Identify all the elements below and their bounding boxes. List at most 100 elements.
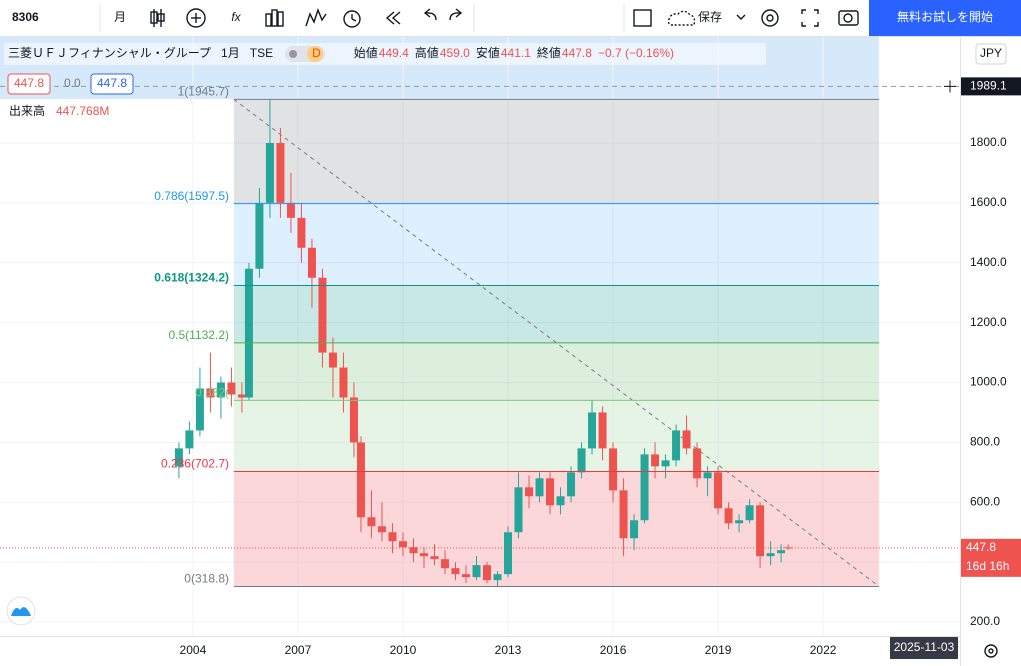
x-tick-label: 2019	[705, 643, 732, 657]
save-menu[interactable]	[736, 14, 746, 20]
countdown: 16d 16h	[966, 559, 1009, 573]
ask-box[interactable]	[90, 73, 134, 95]
save-button[interactable]: 保存	[698, 10, 722, 24]
date-tag	[890, 637, 958, 659]
x-tick-label: 2022	[810, 643, 837, 657]
indicators-button[interactable]	[186, 8, 206, 28]
legend-interval: 1月	[221, 46, 240, 60]
bid-box[interactable]	[7, 73, 51, 95]
volume-label: 出来高	[9, 103, 45, 118]
candle-body	[619, 490, 628, 539]
fullscreen-button[interactable]	[801, 9, 819, 27]
cta-label[interactable]: 無料お試しを開始	[897, 9, 993, 24]
fib-label: 0.5(1132.2)	[169, 328, 230, 342]
last-price: 447.8	[966, 540, 996, 554]
candle-body	[419, 553, 428, 557]
symbol[interactable]: 8306	[12, 10, 39, 24]
toolbar	[0, 0, 1021, 36]
candle-body	[651, 454, 660, 467]
fib-label: 0.786(1597.5)	[154, 189, 229, 203]
alert-button[interactable]	[343, 10, 361, 28]
x-tick-label: 2016	[600, 643, 627, 657]
settings-button[interactable]	[761, 9, 779, 27]
snapshot-button[interactable]	[838, 10, 859, 26]
compare-button[interactable]	[305, 7, 327, 27]
y-tick-label: 800.0	[970, 435, 1000, 449]
fib-zone	[233, 400, 880, 472]
candle-body	[206, 388, 215, 398]
interval-button[interactable]: 月	[114, 10, 126, 24]
fib-label: 1(1945.7)	[178, 85, 229, 99]
volume-value: 447.768M	[56, 104, 109, 118]
candle-body	[756, 505, 765, 557]
candle-body	[451, 568, 460, 575]
legend: 三菱ＵＦＪフィナンシャル・グループ 1月 TSE D 始値 449.4 高値 459.0 安値 4…	[4, 43, 766, 65]
candle-body	[724, 508, 733, 524]
candle-body	[237, 394, 246, 398]
candle-body	[493, 574, 502, 581]
trendline	[233, 98, 880, 587]
fib-zone	[233, 342, 880, 401]
candle-body	[276, 142, 285, 203]
ohlc-value: 449.4	[379, 46, 409, 60]
ohlc-label: 終値	[537, 45, 561, 60]
legend-bg	[4, 43, 766, 65]
candle-body	[745, 505, 754, 521]
undo-button[interactable]	[423, 8, 437, 21]
y-tick-label: 1200.0	[970, 315, 1007, 329]
currency-box[interactable]	[975, 43, 1007, 65]
cta-button[interactable]	[869, 0, 1021, 36]
candle-body	[640, 454, 649, 521]
symbol-name: 三菱ＵＦＪフィナンシャル・グループ	[8, 46, 211, 60]
candle-body	[567, 472, 576, 497]
candle-body	[356, 442, 365, 518]
candle-body	[388, 532, 397, 542]
spread: 0.0	[64, 76, 81, 90]
badge: D	[312, 46, 321, 60]
candle-body	[318, 277, 327, 353]
candle-body	[556, 496, 565, 506]
fx-button[interactable]: fx	[231, 10, 241, 24]
axis-settings-button[interactable]	[984, 644, 998, 658]
candle-type-button[interactable]	[150, 9, 165, 27]
candle-body	[440, 559, 449, 569]
templates-button[interactable]	[265, 9, 284, 27]
crosshair-value: 1989.1	[970, 79, 1007, 93]
badge-circle	[307, 46, 324, 62]
fib-label: 0.236(702.7)	[161, 457, 229, 471]
ohlc-value: 459.0	[440, 46, 470, 60]
ohlc-label: 始値	[354, 45, 378, 60]
candle-body	[609, 448, 618, 491]
replay-button[interactable]	[385, 11, 401, 25]
layout-button[interactable]	[633, 9, 652, 27]
candle-body	[735, 520, 744, 524]
candle-body	[672, 430, 681, 461]
candle-body	[174, 448, 183, 467]
crosshair-date: 2025-11-03	[894, 640, 955, 654]
legend-exchange: TSE	[250, 46, 273, 60]
cloud-icon	[667, 10, 696, 26]
candle-body	[546, 478, 555, 506]
ohlc-label: 安値	[476, 45, 500, 60]
candle-body	[307, 247, 316, 278]
candle-body	[714, 472, 723, 509]
candle-body	[328, 352, 337, 368]
candle-body	[286, 202, 295, 218]
fib-label: 0.618(1324.2)	[154, 271, 229, 285]
candle-body	[461, 574, 470, 578]
candle-body	[430, 556, 439, 560]
redo-button[interactable]	[449, 8, 463, 21]
candle-body	[766, 553, 775, 557]
x-tick-label: 2010	[390, 643, 417, 657]
x-tick-label: 2013	[495, 643, 522, 657]
ohlc-value: 447.8	[562, 46, 592, 60]
ohlc-label: 高値	[415, 45, 439, 60]
candle-body	[525, 487, 534, 497]
candle-body	[297, 217, 306, 248]
fib-zone	[233, 99, 880, 204]
plot: 1(1945.7) 0.786(1597.5) 0.618(1324.2) 0.5(1…	[0, 37, 960, 636]
currency: JPY	[980, 46, 1002, 60]
candle-body	[409, 547, 418, 554]
